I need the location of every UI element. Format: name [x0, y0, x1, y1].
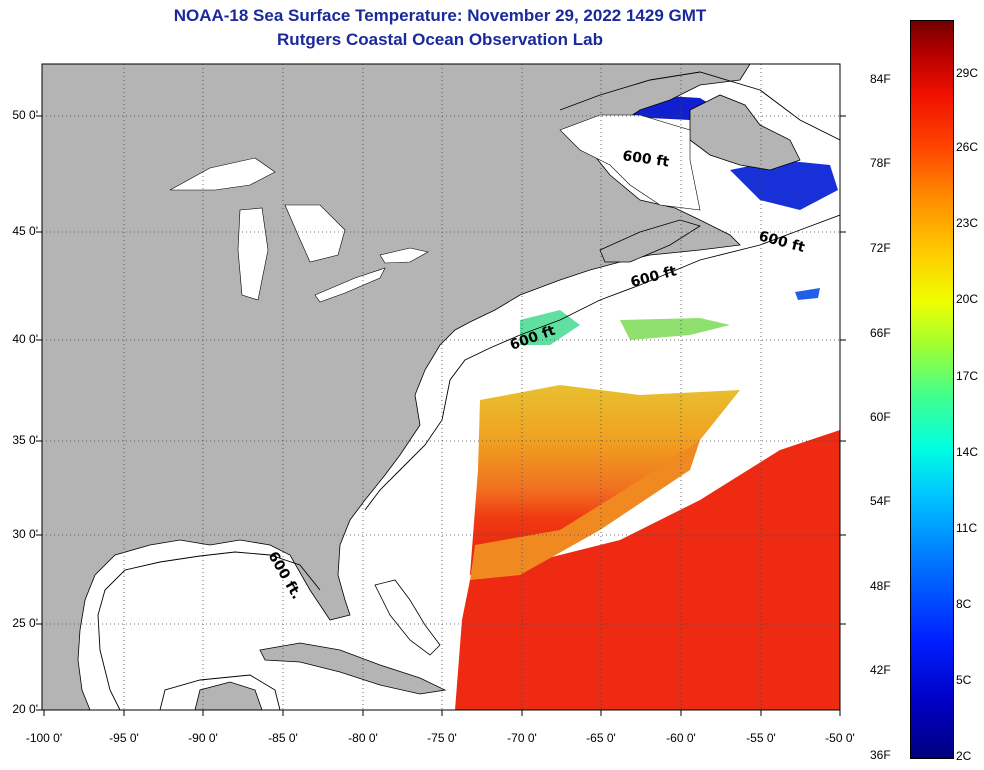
- colorbar-c-label: 29C: [956, 66, 979, 80]
- colorbar-c-label: 5C: [956, 673, 972, 687]
- sst-green-patch: [520, 310, 580, 345]
- lon-label: -80 0': [348, 731, 378, 745]
- lat-label: 35 0': [12, 433, 38, 447]
- sst-warm-region: [470, 385, 740, 575]
- sst-cold-patch-newfoundland: [730, 160, 838, 210]
- land-nova-scotia: [599, 219, 701, 263]
- lon-label: -100 0': [25, 731, 63, 745]
- colorbar-c-label: 2C: [956, 749, 972, 763]
- lon-label: -50 0': [825, 731, 855, 745]
- sst-south-region: [455, 430, 840, 710]
- lat-label: 40 0': [12, 332, 38, 346]
- lake-erie: [314, 267, 386, 303]
- lake-huron: [284, 204, 346, 263]
- colorbar-f-label: 48F: [870, 579, 891, 593]
- lat-label: 50 0': [12, 108, 38, 122]
- colorbar-c-label: 8C: [956, 597, 972, 611]
- colorbar-c-label: 20C: [956, 292, 979, 306]
- lake-ontario: [379, 247, 429, 264]
- land-yucatan: [194, 681, 263, 710]
- colorbar-f-label: 42F: [870, 663, 891, 677]
- contour-600ft-east: [364, 214, 840, 511]
- contour-label: 600 ft: [621, 148, 670, 170]
- lon-label: -55 0': [746, 731, 776, 745]
- lake-michigan: [237, 207, 269, 301]
- contour-600ft-labrador: [559, 71, 840, 141]
- colorbar-c-label: 17C: [956, 369, 979, 383]
- lat-lon-grid: [42, 64, 840, 710]
- sst-orange-band: [470, 440, 700, 580]
- colorbar-f-label: 84F: [870, 72, 891, 86]
- colorbar-c-label: 11C: [956, 521, 978, 535]
- lat-label: 45 0': [12, 224, 38, 238]
- colorbar-c-label: 23C: [956, 216, 979, 230]
- contour-600ft-gulf: [97, 551, 321, 710]
- lon-label: -70 0': [507, 731, 537, 745]
- land-cuba: [259, 642, 447, 695]
- colorbar-f-label: 78F: [870, 156, 891, 170]
- colorbar-f-label: 54F: [870, 494, 891, 508]
- lon-label: -90 0': [188, 731, 218, 745]
- sst-green-patch-east: [620, 318, 730, 340]
- colorbar-c-label: 26C: [956, 140, 979, 154]
- lon-label: -75 0': [427, 731, 457, 745]
- temperature-colorbar: [910, 20, 954, 759]
- lake-superior: [169, 157, 276, 191]
- lon-label: -65 0': [586, 731, 616, 745]
- lon-label: -60 0': [666, 731, 696, 745]
- colorbar-f-label: 72F: [870, 241, 891, 255]
- lat-label: 20 0': [12, 702, 38, 716]
- lon-label: -95 0': [109, 731, 139, 745]
- land-newfoundland: [689, 94, 801, 171]
- axis-ticks: [36, 115, 846, 716]
- lat-label: 25 0': [12, 616, 38, 630]
- map-title: NOAA-18 Sea Surface Temperature: Novembe…: [173, 6, 707, 25]
- map-subtitle: Rutgers Coastal Ocean Observation Lab: [277, 30, 603, 49]
- sst-cold-patch-east: [795, 288, 820, 300]
- land-north-america: [42, 64, 751, 710]
- colorbar-f-label: 60F: [870, 410, 891, 424]
- lat-label: 30 0': [12, 527, 38, 541]
- gulf-st-lawrence: [559, 114, 701, 211]
- contour-600ft-gulf-inner: [159, 674, 281, 710]
- colorbar-f-label: 36F: [870, 748, 891, 762]
- colorbar-c-label: 14C: [956, 445, 979, 459]
- colorbar-f-label: 66F: [870, 326, 891, 340]
- map-border: [41, 63, 841, 711]
- land-bahamas: [374, 579, 441, 656]
- lon-label: -85 0': [268, 731, 298, 745]
